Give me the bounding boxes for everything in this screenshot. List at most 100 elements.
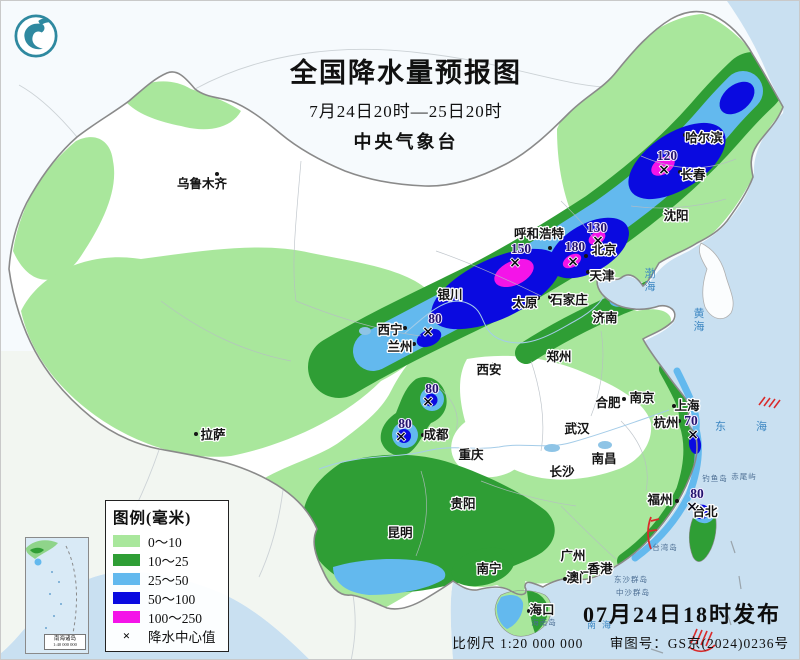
coastal-precip	[631, 367, 702, 562]
city-label: 贵阳	[450, 496, 475, 511]
island-label: 中沙群岛	[616, 587, 650, 597]
island-label: 台湾岛	[652, 542, 678, 552]
city-dot	[491, 561, 495, 565]
city-dot	[622, 397, 626, 401]
city-dot	[536, 296, 540, 300]
precip-center-value: 130	[587, 220, 608, 235]
city-label: 哈尔滨	[685, 130, 723, 145]
city-dot	[568, 550, 572, 554]
city-label: 西宁	[377, 322, 402, 337]
city-label: 台北	[692, 504, 718, 519]
forecast-period: 7月24日20时—25日20时	[309, 102, 503, 121]
typhoon-mark-south-sea	[688, 628, 716, 653]
precip-center-x-mark: ×	[658, 162, 670, 178]
sea-label: 黄海	[694, 306, 707, 333]
sea-label: 南海	[587, 619, 617, 630]
city-label: 广州	[560, 548, 585, 563]
legend-swatch-3	[113, 591, 140, 604]
city-label: 西安	[476, 362, 501, 377]
city-label: 武汉	[564, 421, 590, 436]
inset-label-box: 南海诸岛 1:40 000 000	[44, 634, 86, 650]
city-label: 杭州	[653, 415, 678, 430]
china-border	[8, 10, 784, 610]
city-dot	[678, 170, 682, 174]
city-dot	[584, 254, 588, 258]
precip-center-x-mark: ×	[422, 394, 434, 410]
cma-dragon-logo	[14, 14, 58, 58]
city-label: 太原	[512, 295, 538, 310]
city-dot	[677, 419, 681, 423]
city-dot	[492, 362, 496, 366]
inset-map-canvas	[26, 540, 77, 634]
precip-center-x-mark: ×	[422, 324, 434, 340]
city-label: 南宁	[476, 561, 501, 576]
legend-item: 10～25	[113, 550, 221, 569]
precip-center-value: 70	[684, 413, 698, 428]
legend-title: 图例(毫米)	[113, 510, 192, 527]
city-dot	[412, 342, 416, 346]
inset-scale: 1:40 000 000	[53, 642, 77, 647]
city-dot	[564, 465, 568, 469]
city-label: 南昌	[591, 451, 616, 466]
center-marker-symbol: ×	[122, 627, 131, 643]
island-label: 赤尾屿	[731, 472, 757, 481]
precip-center-x-mark: ×	[686, 499, 698, 515]
city-dot	[651, 392, 655, 396]
precip-center-x-mark: ×	[509, 255, 521, 271]
city-label: 北京	[591, 242, 617, 257]
city-label: 昆明	[387, 525, 412, 540]
precip-layers	[13, 14, 783, 609]
city-dot	[465, 497, 469, 501]
city-label: 长春	[680, 167, 706, 182]
city-label: 香港	[586, 561, 613, 576]
precip-center-value: 180	[565, 239, 586, 254]
city-label: 福州	[646, 492, 672, 507]
city-label: 乌鲁木齐	[177, 176, 228, 191]
precip-center-value: 80	[398, 416, 412, 431]
precip-center-value: 150	[511, 241, 532, 256]
city-label: 澳门	[566, 570, 591, 585]
precip-center-value: 120	[657, 148, 678, 163]
island-label: 海南岛	[531, 617, 557, 627]
map-scale: 比例尺 1:20 000 000	[452, 636, 584, 651]
city-dot	[563, 577, 567, 581]
precip-center-value: 80	[428, 311, 442, 326]
city-dot	[215, 172, 219, 176]
city-dot	[683, 133, 687, 137]
map-scale-line: 比例尺 1:20 000 000 审图号：GS京(2024)0236号	[452, 632, 789, 652]
city-label: 长沙	[549, 464, 575, 479]
province-borders	[160, 155, 737, 560]
taiwan-island	[688, 504, 717, 562]
city-label: 兰州	[387, 339, 412, 354]
city-dot	[548, 246, 552, 250]
city-dot	[402, 526, 406, 530]
precip-center-markers: 150×180×130×120×80×80×80×70×80×	[394, 147, 705, 516]
precip-center-value: 80	[690, 486, 704, 501]
legend-label: 25～50	[148, 572, 189, 588]
approval-number: 审图号：GS京(2024)0236号	[609, 636, 789, 651]
island-label: 钓鱼岛	[702, 473, 728, 483]
foreign-borders	[18, 48, 606, 659]
legend-item: 0～10	[113, 531, 221, 550]
legend-item: 25～50	[113, 569, 221, 588]
city-dot	[685, 210, 689, 214]
city-label: 银川	[437, 287, 462, 302]
legend-swatch-1	[113, 553, 140, 566]
legend-label: 100～250	[148, 610, 202, 626]
legend-item: 100～250	[113, 607, 221, 626]
city-label: 呼和浩特	[514, 226, 565, 241]
city-dot	[588, 567, 592, 571]
legend: 图例(毫米) 0～10 10～25 25～50 50～100 100～250 × 降水中心值	[105, 500, 229, 652]
legend-swatch-4	[113, 610, 140, 623]
korea-land	[699, 242, 734, 320]
island-label: 东沙群岛	[614, 574, 648, 584]
city-dot	[608, 453, 612, 457]
typhoon-mark-east-china-sea	[758, 396, 781, 409]
inset-title: 南海诸岛	[53, 636, 76, 642]
title-block: 全国降水量预报图 7月24日20时—25日20时 中央气象台	[256, 51, 556, 154]
city-label: 沈阳	[663, 208, 688, 223]
page-title: 全国降水量预报图	[290, 58, 522, 88]
